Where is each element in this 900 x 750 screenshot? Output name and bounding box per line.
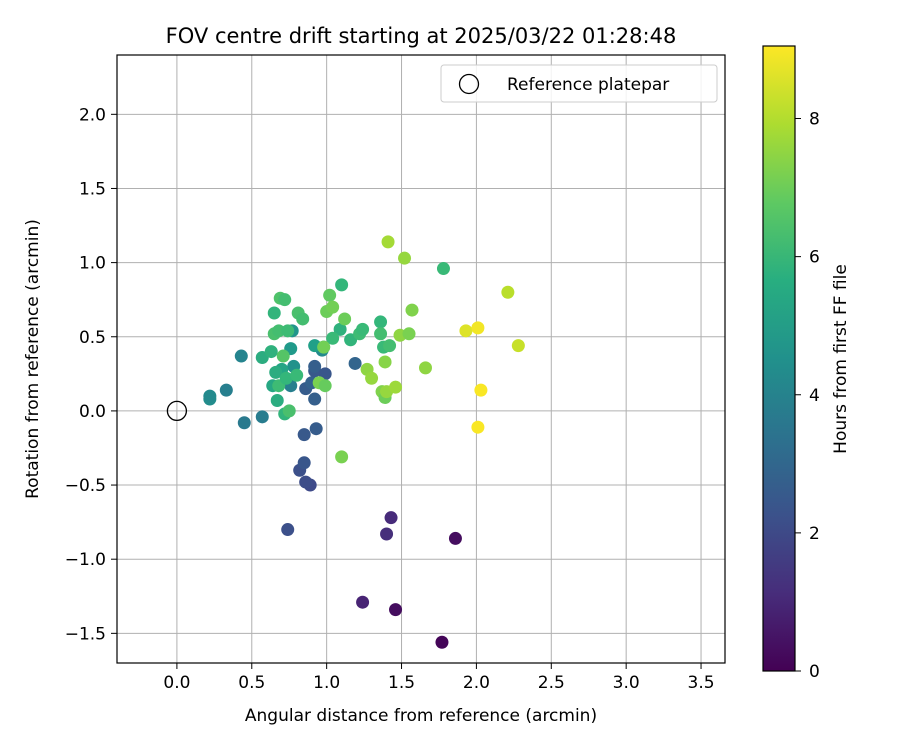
data-point: [326, 331, 340, 345]
data-point: [501, 285, 515, 299]
data-point: [323, 288, 337, 302]
data-point: [471, 321, 485, 335]
data-point: [309, 422, 323, 436]
colorbar-ticks: 0 2 4 6 8: [795, 110, 820, 682]
x-tick-label: 0.5: [238, 673, 265, 693]
legend-box: [440, 64, 718, 103]
x-tick-label: 2.5: [538, 673, 565, 693]
y-tick-label: −1.0: [65, 550, 106, 570]
data-point: [237, 416, 251, 430]
colorbar-tick-label: 8: [809, 110, 820, 130]
y-tick-label: 1.5: [79, 179, 106, 199]
data-point: [297, 428, 311, 442]
data-point: [435, 635, 449, 649]
data-point: [270, 394, 284, 408]
data-point: [418, 361, 432, 375]
data-point: [297, 456, 311, 470]
y-axis-label: Rotation from reference (arcmin): [23, 219, 43, 499]
data-point: [317, 340, 331, 354]
x-tick-label: 1.5: [388, 673, 415, 693]
data-point: [326, 300, 340, 314]
y-tick-label: 0.0: [79, 402, 106, 422]
data-point: [356, 322, 370, 336]
reference-marker-layer: [166, 400, 188, 422]
colorbar-tick-label: 0: [809, 662, 820, 682]
reference-platepar-marker: [166, 400, 188, 422]
data-point: [203, 389, 217, 403]
y-tick-label: −1.5: [65, 624, 106, 644]
data-point: [267, 306, 281, 320]
data-point: [389, 380, 403, 394]
chart-title: FOV centre drift starting at 2025/03/22 …: [166, 24, 677, 48]
x-tick-label: 3.0: [613, 673, 640, 693]
data-point: [318, 379, 332, 393]
data-point: [448, 531, 462, 545]
data-point: [436, 262, 450, 276]
data-point: [333, 322, 347, 336]
plot-frame: [116, 54, 726, 664]
data-point: [296, 312, 310, 326]
data-point: [380, 527, 394, 541]
data-point: [281, 324, 295, 338]
data-point: [335, 278, 349, 292]
data-point: [234, 349, 248, 363]
data-point: [281, 523, 295, 537]
data-point: [269, 365, 283, 379]
data-point: [264, 345, 278, 359]
grid: [117, 55, 725, 663]
y-tick-label: −0.5: [65, 476, 106, 496]
y-axis-ticks: −1.5 −1.0 −0.5 0.0 0.5 1.0 1.5 2.0: [65, 105, 117, 644]
data-point: [356, 595, 370, 609]
data-point: [276, 349, 290, 363]
data-point: [378, 355, 392, 369]
x-tick-label: 0.0: [163, 673, 190, 693]
data-point: [308, 392, 322, 406]
data-point: [402, 327, 416, 341]
data-point: [384, 511, 398, 525]
x-tick-label: 2.0: [463, 673, 490, 693]
y-tick-label: 0.5: [79, 328, 106, 348]
data-point: [459, 324, 473, 338]
data-point: [335, 450, 349, 464]
data-point: [282, 404, 296, 418]
colorbar-tick-label: 2: [809, 524, 820, 544]
y-tick-label: 2.0: [79, 105, 106, 125]
data-point: [299, 475, 313, 489]
data-points: [203, 235, 525, 649]
colorbar-tick-label: 6: [809, 248, 820, 268]
data-point: [278, 293, 292, 307]
y-tick-label: 1.0: [79, 254, 106, 274]
data-point: [338, 312, 352, 326]
data-point: [511, 339, 525, 353]
data-point: [272, 324, 286, 338]
data-point: [308, 359, 322, 373]
legend-label: Reference platepar: [507, 75, 669, 95]
legend: Reference platepar: [440, 64, 718, 103]
data-point: [219, 383, 233, 397]
data-point: [471, 420, 485, 434]
x-tick-label: 3.5: [688, 673, 715, 693]
data-point: [365, 371, 379, 385]
data-point: [405, 303, 419, 317]
data-point: [389, 603, 403, 617]
x-tick-label: 1.0: [313, 673, 340, 693]
data-point: [381, 235, 395, 249]
x-axis-label: Angular distance from reference (arcmin): [245, 706, 597, 726]
data-point: [398, 251, 412, 265]
data-point: [374, 327, 388, 341]
data-point: [348, 356, 362, 370]
colorbar-tick-label: 4: [809, 386, 820, 406]
data-point: [279, 371, 293, 385]
legend-circle-icon: [458, 73, 480, 95]
data-point: [374, 315, 388, 329]
x-axis-ticks: 0.0 0.5 1.0 1.5 2.0 2.5 3.0 3.5: [163, 663, 715, 693]
data-point: [383, 339, 397, 353]
colorbar-label: Hours from first FF file: [831, 264, 851, 454]
colorbar: [762, 45, 796, 672]
data-point: [474, 383, 488, 397]
data-point: [290, 368, 304, 382]
data-point: [255, 410, 269, 424]
